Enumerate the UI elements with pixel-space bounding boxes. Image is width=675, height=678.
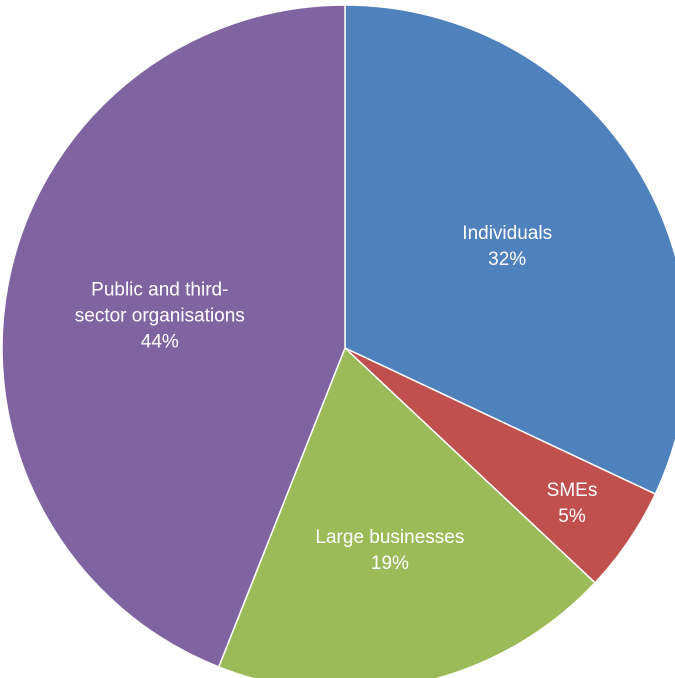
- slice-label: Individuals 32%: [462, 223, 552, 270]
- slice-label: Large businesses 19%: [315, 527, 464, 574]
- pie-slice-individuals: [344, 4, 675, 496]
- slice-value-label: 32%: [488, 249, 526, 270]
- slice-category-label: Public and third-: [91, 280, 228, 301]
- slice-label: Public and third-sector organisations 44%: [75, 280, 245, 353]
- slice-category-label: Large businesses: [315, 527, 464, 548]
- pie-slices: [1, 4, 675, 678]
- slice-value-label: 44%: [141, 332, 179, 353]
- slice-label: SMEs 5%: [547, 480, 598, 527]
- slice-value-label: 5%: [558, 506, 586, 527]
- slice-value-label: 19%: [371, 553, 409, 574]
- slice-category-label: Individuals: [462, 223, 552, 244]
- pie-slice-public-and-third-sector-organisations: [1, 4, 346, 668]
- pie-labels: Individuals 32% SMEs 5% Large businesses 19% P…: [75, 223, 598, 574]
- slice-category-label: SMEs: [547, 480, 598, 501]
- slice-category-label: sector organisations: [75, 306, 245, 327]
